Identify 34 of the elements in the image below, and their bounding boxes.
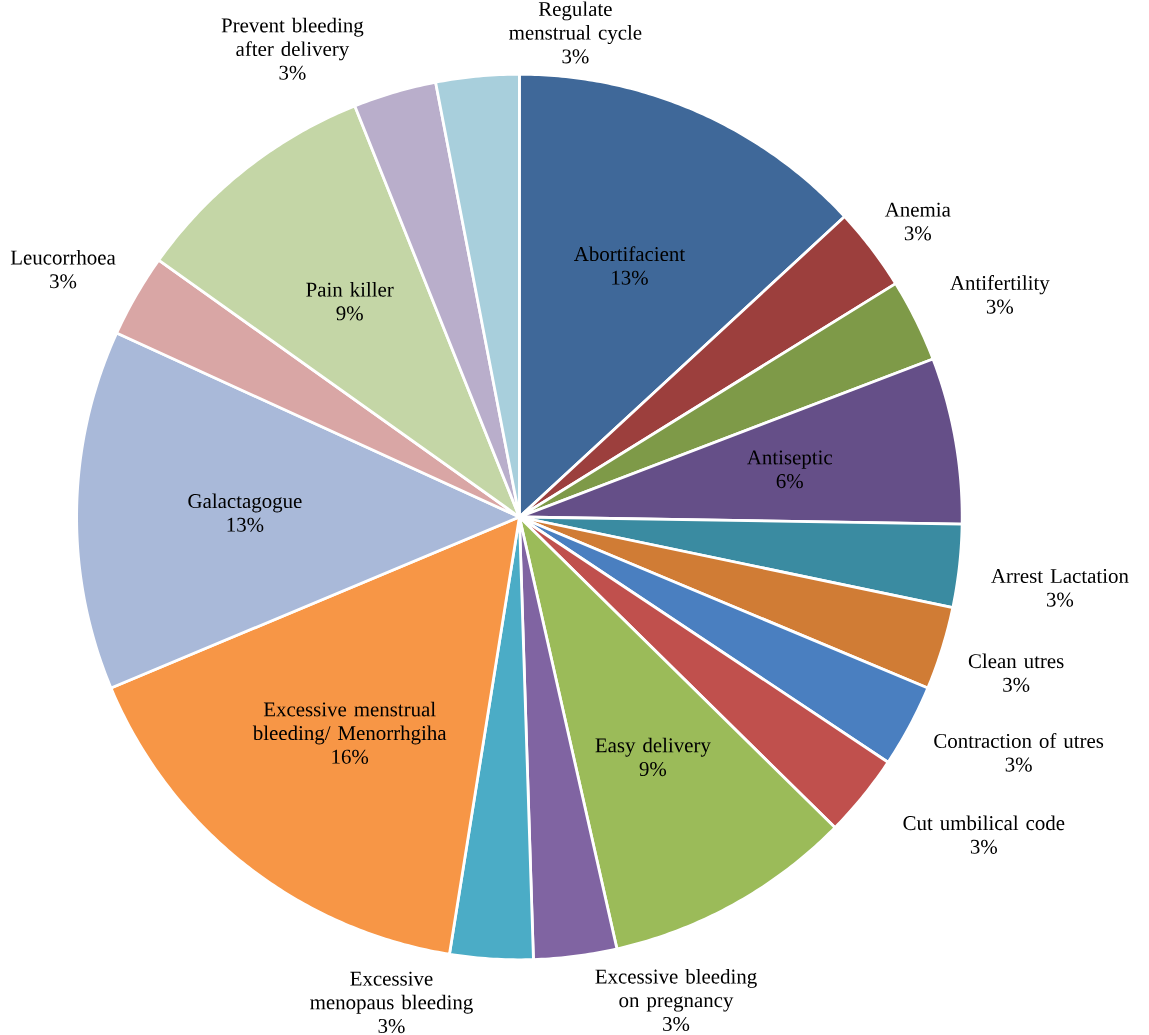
data-label: 3% xyxy=(279,65,306,81)
data-label: 3% xyxy=(970,839,998,855)
data-label: 13% xyxy=(227,517,264,533)
data-label: 6% xyxy=(776,474,803,489)
slice-label: Antifertility xyxy=(950,275,1050,295)
data-label: 3% xyxy=(1046,592,1074,608)
slice-label: Anemia xyxy=(884,202,951,217)
data-label: 13% xyxy=(612,270,648,286)
slice-label: Abortifacient xyxy=(573,246,686,262)
slice-label: Antiseptic xyxy=(747,450,833,469)
data-label: 9% xyxy=(639,762,667,777)
data-label: 3% xyxy=(663,1017,690,1032)
slice-label: Leucorrhoea xyxy=(10,250,116,265)
data-label: 9% xyxy=(336,306,363,321)
slice-label: Cut umbilical code xyxy=(903,815,1065,831)
slice-label: Easy delivery xyxy=(595,737,711,757)
slice-label: Galactagogue xyxy=(188,493,302,513)
data-label: 3% xyxy=(986,299,1014,315)
data-label: 3% xyxy=(1003,677,1030,693)
slice-label: Excessive bleeding on pregnancy xyxy=(595,969,757,1012)
data-label: 3% xyxy=(378,1019,405,1034)
slice-label: Arrest Lactation xyxy=(991,569,1129,584)
data-label: 3% xyxy=(1005,757,1032,772)
data-label: 16% xyxy=(332,749,369,765)
slice-label: Clean utres xyxy=(968,653,1064,669)
slice-label: Prevent bleeding after delivery xyxy=(221,17,364,61)
data-label: 3% xyxy=(50,274,77,289)
slice-label: Contraction of utres xyxy=(934,733,1104,749)
data-label: 3% xyxy=(562,49,589,64)
slice-label: Excessive menstrual bleeding/ Menorrhgiha xyxy=(252,702,447,745)
slice-label: Excessive menopaus bleeding xyxy=(310,971,473,1014)
data-label: 3% xyxy=(904,226,931,241)
slice-label: Regulate menstrual cycle xyxy=(509,1,642,45)
slice-label: Pain killer xyxy=(306,282,394,297)
